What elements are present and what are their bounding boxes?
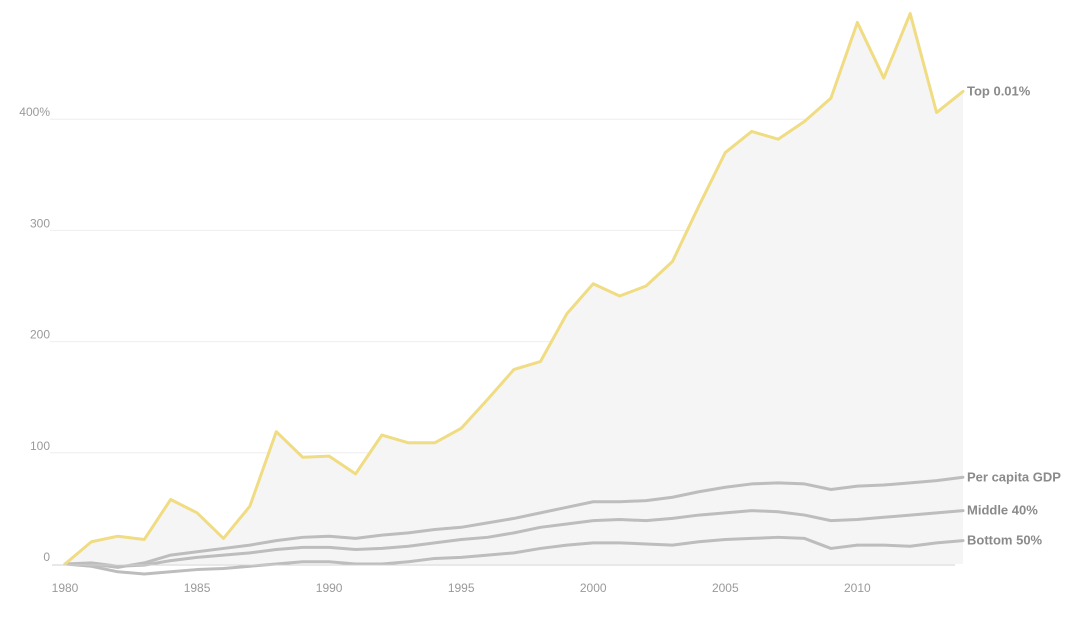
series-line-middle-40- [63,509,965,568]
x-tick-label: 1985 [184,581,211,595]
series-label: Bottom 50% [967,533,1043,548]
x-axis-tick-labels: 1980 1985 1990 1995 2000 2005 2010 [52,581,871,595]
x-tick-label: 2010 [844,581,871,595]
series-label: Top 0.01% [967,83,1031,98]
series-label: Middle 40% [967,503,1038,518]
y-tick-label: 0 [43,550,50,564]
top-series-area-fill [65,13,963,565]
series-line-bottom-50- [63,535,965,576]
series-end-labels: Top 0.01% Per capita GDP Middle 40% Bottom … [967,83,1061,547]
series-line-top-0-01- [63,12,965,566]
y-tick-label: 100 [30,439,50,453]
x-tick-label: 1980 [52,581,79,595]
y-tick-label: 200 [30,328,50,342]
series-line-per-capita-gdp [63,475,965,569]
y-axis-tick-labels: 0 100 200 300 400% [19,105,50,564]
series-lines [63,12,965,576]
y-tick-label: 300 [30,216,50,230]
x-tick-label: 2005 [712,581,739,595]
x-tick-label: 2000 [580,581,607,595]
y-tick-label: 400% [19,105,50,119]
x-tick-label: 1995 [448,581,475,595]
series-label: Per capita GDP [967,469,1061,484]
x-tick-label: 1990 [316,581,343,595]
